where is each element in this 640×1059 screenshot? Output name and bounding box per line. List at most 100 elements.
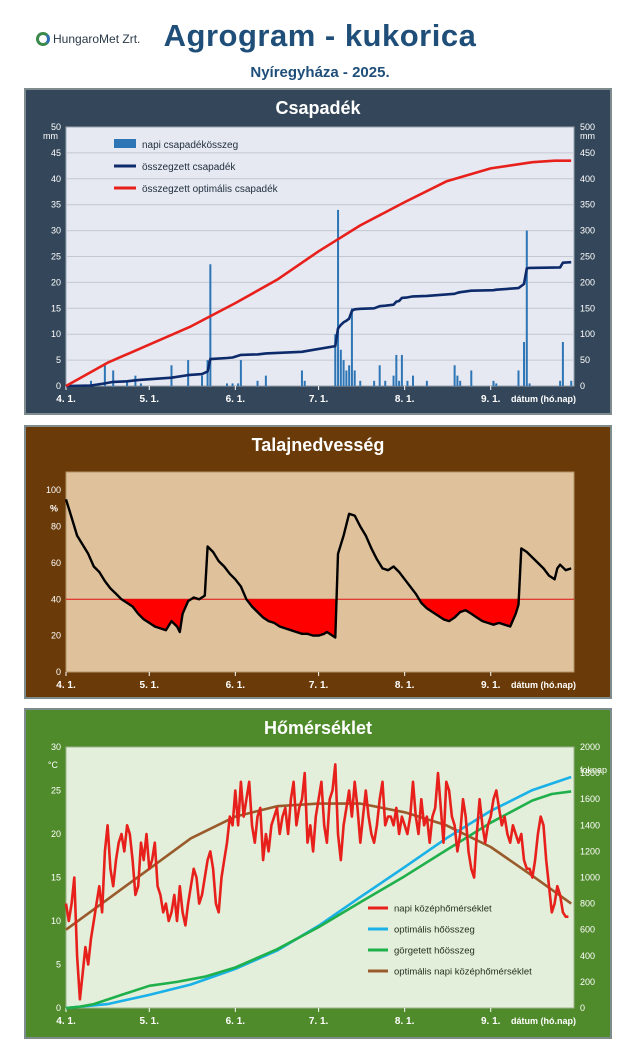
y-left-tick-label: 15	[51, 873, 61, 883]
precipitation-panel: 0 5 10 15 20 25 30 35 40 45 50 0 50 100 150 200 250 300 35…	[24, 88, 612, 415]
precipitation-bar	[492, 380, 495, 386]
precipitation-bar	[398, 380, 401, 386]
y-right-tick-label: 1200	[580, 846, 600, 856]
precipitation-bar	[237, 383, 240, 386]
y-right-tick-label: 450	[580, 148, 595, 158]
x-tick-label: 9. 1.	[481, 1016, 501, 1027]
legend-label: optimális napi középhőmérséklet	[394, 967, 532, 978]
x-tick-label: 5. 1.	[140, 680, 160, 691]
y-tick-label: 60	[51, 558, 61, 568]
precipitation-bar	[337, 209, 340, 386]
plot-area	[65, 471, 575, 673]
precipitation-bar	[170, 365, 173, 386]
y-right-tick-label: 0	[580, 381, 585, 391]
y-left-tick-label: 25	[51, 786, 61, 796]
precipitation-bar	[231, 383, 234, 386]
precipitation-bar	[359, 380, 362, 386]
y-right-tick-label: 800	[580, 899, 595, 909]
x-tick-label: 5. 1.	[140, 1016, 160, 1027]
temperature-chart: 0 5 10 15 20 25 30 0 200 400 600 800 1000 1200 1400 160…	[48, 742, 607, 1027]
y-right-tick-label: 200	[580, 977, 595, 987]
precipitation-bar	[89, 380, 92, 386]
x-axis-label: dátum (hó.nap)	[511, 394, 576, 404]
y-right-tick-label: 400	[580, 174, 595, 184]
precipitation-bar	[201, 375, 204, 386]
y-left-tick-label: 0	[56, 381, 61, 391]
x-tick-label: 8. 1.	[395, 680, 415, 691]
precipitation-bar	[206, 360, 209, 386]
precipitation-bar	[517, 370, 520, 386]
precipitation-title: Csapadék	[275, 98, 361, 118]
y-left-tick-label: 20	[51, 829, 61, 839]
x-tick-label: 9. 1.	[481, 680, 501, 691]
company-name: HungaroMet Zrt.	[53, 32, 141, 46]
y-left-tick-label: 25	[51, 252, 61, 262]
precipitation-bar	[400, 354, 403, 386]
y-left-tick-label: 20	[51, 277, 61, 287]
precipitation-bar	[373, 380, 376, 386]
x-axis-label: dátum (hó.nap)	[511, 1016, 576, 1026]
y-right-tick-label: 2000	[580, 742, 600, 752]
y-left-unit: mm	[43, 131, 58, 141]
y-right-tick-label: 1400	[580, 820, 600, 830]
precipitation-bar	[523, 341, 526, 386]
precipitation-bar	[300, 370, 303, 386]
precipitation-bar	[339, 349, 342, 386]
precipitation-bar	[570, 380, 573, 386]
optimal-cumulative-precipitation-line	[65, 159, 572, 388]
soil-moisture-line	[64, 498, 572, 639]
precipitation-bar	[353, 370, 356, 386]
legend-label: összegzett csapadék	[142, 162, 236, 173]
precipitation-bar	[303, 380, 306, 386]
soil-moisture-chart: 0 20 40 60 80 100% 4. 1. 5. 1. 6. 1. 7. 1. 8. 1. 9.…	[46, 471, 576, 691]
x-tick-label: 6. 1.	[226, 1016, 246, 1027]
x-tick-label: 6. 1.	[226, 394, 246, 405]
x-tick-label: 4. 1.	[56, 680, 76, 691]
precipitation-bar	[406, 380, 409, 386]
y-left-tick-label: 5	[56, 355, 61, 365]
y-left-tick-label: 5	[56, 960, 61, 970]
y-left-tick-label: 15	[51, 303, 61, 313]
y-right-tick-label: 1600	[580, 794, 600, 804]
y-tick-label: 0	[56, 667, 61, 677]
y-left-tick-label: 40	[51, 174, 61, 184]
y-right-tick-label: 350	[580, 200, 595, 210]
x-tick-label: 7. 1.	[309, 394, 329, 405]
y-right-tick-label: 1000	[580, 873, 600, 883]
precipitation-bar	[378, 365, 381, 386]
y-right-tick-label: 150	[580, 303, 595, 313]
precipitation-bar	[425, 380, 428, 386]
x-tick-label: 9. 1.	[481, 394, 501, 405]
temperature-title: Hőmérséklet	[263, 718, 373, 738]
y-unit: %	[50, 503, 58, 513]
y-left-tick-label: 30	[51, 742, 61, 752]
precipitation-bar	[209, 264, 212, 386]
precipitation-bar	[342, 360, 345, 386]
legend-label: napi középhőmérséklet	[394, 904, 492, 915]
page-subtitle: Nyíregyháza - 2025.	[250, 64, 390, 81]
page-title: Agrogram - kukorica	[163, 18, 477, 53]
precipitation-bar	[559, 380, 562, 386]
precipitation-bar	[103, 365, 106, 386]
y-left-unit: °C	[48, 760, 59, 770]
y-left-tick-label: 50	[51, 122, 61, 132]
y-right-tick-label: 500	[580, 122, 595, 132]
y-left-tick-label: 10	[51, 329, 61, 339]
legend-swatch	[114, 139, 136, 148]
temperature-panel: 0 5 10 15 20 25 30 0 200 400 600 800 1000 1200 1400 160…	[24, 708, 612, 1039]
precipitation-bar	[561, 341, 564, 386]
y-right-tick-label: 1800	[580, 768, 600, 778]
x-tick-label: 8. 1.	[395, 394, 415, 405]
logo-mark-icon	[36, 32, 50, 46]
x-axis-label: dátum (hó.nap)	[511, 680, 576, 690]
legend-label: optimális hőösszeg	[394, 925, 475, 936]
precipitation-bar	[348, 365, 351, 386]
precipitation-bar	[256, 380, 259, 386]
x-tick-label: 4. 1.	[56, 394, 76, 405]
y-left-tick-label: 10	[51, 916, 61, 926]
y-left-tick-label: 45	[51, 148, 61, 158]
precipitation-bar	[470, 370, 473, 386]
y-tick-label: 100	[46, 485, 61, 495]
precipitation-bar	[528, 383, 531, 386]
x-tick-label: 4. 1.	[56, 1016, 76, 1027]
